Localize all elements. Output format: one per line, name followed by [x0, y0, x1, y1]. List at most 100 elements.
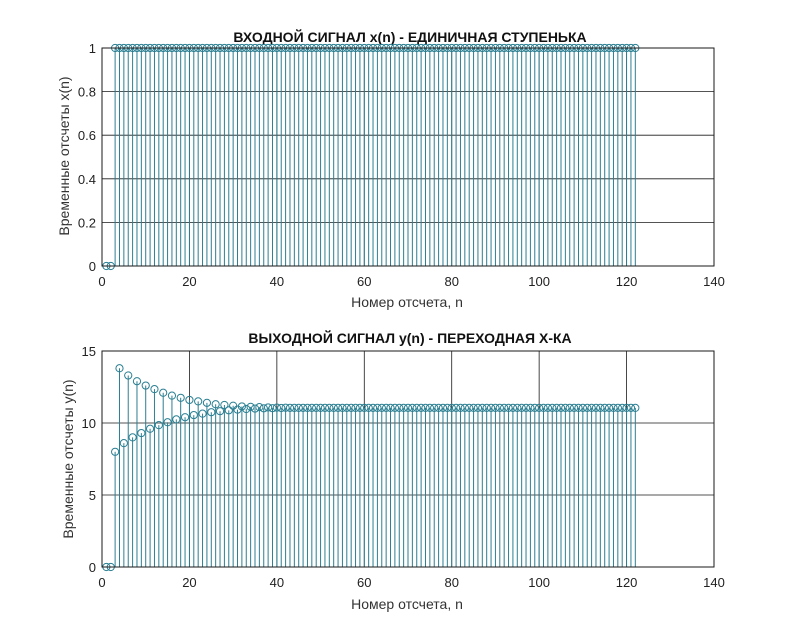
x-tick-label: 140	[703, 575, 725, 590]
stem-marker	[167, 391, 177, 400]
x-tick-label: 0	[98, 575, 105, 590]
stem-marker	[268, 404, 277, 413]
stem-marker	[469, 403, 478, 412]
stem-marker	[111, 447, 120, 456]
x-tick-label: 80	[444, 575, 458, 590]
stem-marker	[194, 397, 203, 406]
stem-marker	[395, 403, 404, 412]
stem-marker	[246, 402, 255, 411]
stem-marker	[399, 403, 408, 412]
stem-marker	[465, 403, 474, 412]
stem-marker	[202, 398, 212, 407]
y-tick-label: 0.6	[78, 128, 96, 143]
stem-marker	[132, 377, 142, 386]
stem-marker	[259, 404, 268, 413]
y-axis-label: Временные отсчеты y(n)	[60, 379, 76, 538]
stem-marker	[622, 403, 631, 412]
stem-series	[102, 43, 640, 271]
stem-marker	[447, 403, 456, 412]
stem-marker	[504, 403, 513, 412]
stem-marker	[430, 403, 439, 412]
stem-marker	[587, 403, 596, 412]
stem-marker	[250, 404, 260, 413]
stem-marker	[482, 403, 491, 412]
stem-marker	[307, 403, 316, 412]
stem-marker	[338, 403, 347, 412]
stem-marker	[417, 403, 426, 412]
stem-marker	[486, 403, 496, 412]
stem-marker	[141, 381, 150, 390]
stem-marker	[543, 403, 552, 412]
stem-marker	[513, 403, 522, 412]
stem-marker	[425, 403, 434, 412]
stem-marker	[583, 403, 592, 412]
stem-marker	[473, 403, 483, 412]
stem-marker	[535, 403, 544, 412]
stem-marker	[618, 403, 627, 412]
x-axis-label: Номер отсчета, n	[351, 294, 463, 310]
stem-marker	[421, 403, 430, 412]
x-tick-label: 20	[182, 274, 196, 289]
stem-marker	[325, 403, 334, 412]
stem-marker	[386, 403, 395, 412]
stem-marker	[115, 364, 124, 373]
stem-marker	[172, 415, 181, 424]
x-tick-label: 40	[270, 575, 284, 590]
stem-marker	[207, 408, 216, 417]
stem-marker	[264, 403, 273, 412]
plot-title: ВХОДНОЙ СИГНАЛ x(n) - ЕДИНИЧНАЯ СТУПЕНЬК…	[233, 28, 586, 45]
stem-marker	[530, 403, 539, 412]
x-tick-label: 120	[616, 274, 638, 289]
stem-marker	[556, 403, 566, 412]
stem-marker	[298, 403, 308, 412]
stem-marker	[303, 403, 312, 412]
stem-marker	[500, 403, 509, 412]
stem-marker	[329, 403, 338, 412]
stem-marker	[124, 371, 133, 380]
stem-marker	[604, 403, 614, 412]
stem-marker	[443, 403, 452, 412]
stem-marker	[220, 400, 229, 410]
stem-marker	[277, 403, 286, 413]
stem-marker	[548, 403, 557, 412]
axes-box	[101, 47, 715, 267]
stem-marker	[320, 403, 330, 412]
y-tick-label: 0	[89, 259, 96, 274]
stem-marker	[600, 403, 609, 412]
stem-marker	[403, 403, 413, 412]
stem-marker	[312, 403, 321, 412]
stem-marker	[242, 404, 251, 414]
stem-marker	[163, 418, 172, 427]
x-tick-label: 20	[182, 575, 196, 590]
stem-marker	[631, 403, 640, 412]
stem-marker	[574, 403, 583, 412]
stem-marker	[451, 403, 461, 412]
stem-marker	[137, 428, 146, 438]
stem-marker	[434, 403, 443, 412]
stem-marker	[570, 403, 579, 412]
stem-marker	[539, 403, 548, 412]
y-tick-label: 10	[82, 416, 96, 431]
stem-marker	[377, 403, 386, 412]
stem-marker	[355, 403, 365, 412]
stem-marker	[347, 403, 356, 412]
plot-input-step: ВХОДНОЙ СИГНАЛ x(n) - ЕДИНИЧНАЯ СТУПЕНЬК…	[56, 28, 725, 310]
stem-marker	[333, 403, 343, 412]
stem-marker	[272, 403, 281, 412]
stem-marker	[215, 407, 225, 416]
stem-marker	[150, 385, 159, 394]
stem-marker	[508, 403, 518, 412]
stem-marker	[159, 388, 168, 397]
stem-marker	[189, 410, 198, 420]
stem-marker	[552, 403, 561, 412]
y-tick-label: 1	[89, 41, 96, 56]
stem-marker	[198, 409, 207, 418]
stem-marker	[438, 403, 448, 412]
stem-marker	[154, 421, 163, 430]
stem-marker	[145, 424, 155, 433]
stem-marker	[285, 403, 295, 412]
stem-marker	[526, 403, 535, 412]
stem-marker	[185, 395, 194, 405]
stem-marker	[460, 403, 469, 412]
